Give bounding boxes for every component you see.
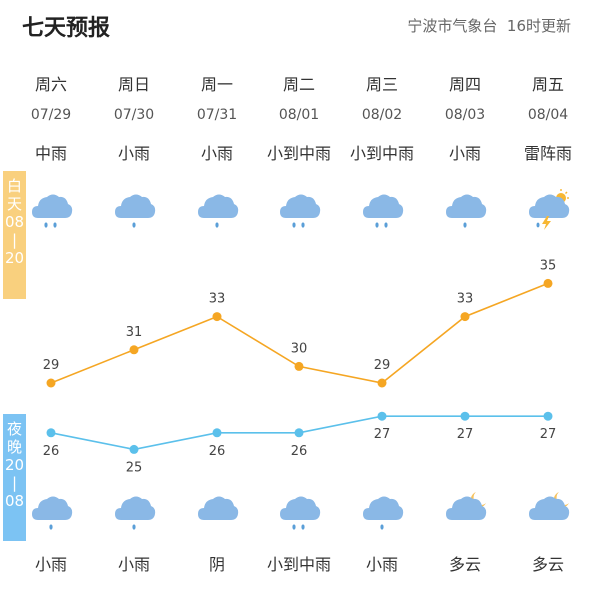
- low-temperature-label: 26: [291, 444, 308, 459]
- date-label: 08/01: [278, 107, 320, 123]
- daytime-label: 白 天 08 | 20: [3, 171, 26, 299]
- weekday-label: 周五: [531, 75, 564, 94]
- night-weather-label: 小到中雨: [266, 555, 331, 574]
- high-temperature-label: 31: [126, 325, 143, 340]
- high-temperature-label: 29: [374, 358, 391, 373]
- high-temperature-point: [212, 312, 222, 322]
- low-temperature-label: 25: [126, 460, 143, 475]
- date-label: 08/03: [444, 107, 486, 123]
- cloudy-night-icon: [525, 490, 571, 532]
- date-label: 07/31: [196, 107, 238, 123]
- night-weather-label: 小雨: [34, 555, 67, 574]
- forecast-title: 七天预报: [22, 16, 111, 41]
- weekday-label: 周四: [448, 75, 481, 94]
- day-weather-label: 中雨: [34, 144, 67, 163]
- nighttime-label: 夜 晚 20 | 08: [3, 414, 26, 541]
- forecast-source: 宁波市气象台 16时更新: [407, 15, 571, 36]
- thunderstorm-icon: [525, 188, 571, 230]
- light-rain-icon: [111, 490, 157, 532]
- night-weather-label: 多云: [531, 555, 564, 574]
- low-temperature-point: [460, 411, 470, 421]
- day-weather-label: 小雨: [448, 144, 481, 163]
- moderate-rain-icon: [276, 490, 322, 532]
- high-temperature-point: [543, 278, 553, 288]
- low-temperature-point: [543, 411, 553, 421]
- temperature-chart: 29 31 33 30 29 33 35 26 25 26 26 27 27 27: [43, 258, 557, 475]
- cloudy-night-icon: [442, 490, 488, 532]
- weekday-label: 周六: [34, 75, 67, 94]
- high-temperature-label: 33: [457, 292, 474, 307]
- light-rain-icon: [111, 188, 157, 230]
- moderate-rain-icon: [276, 188, 322, 230]
- weekday-label: 周日: [117, 75, 150, 94]
- date-label: 07/29: [30, 107, 72, 123]
- day-weather-label: 小到中雨: [266, 144, 331, 163]
- night-weather-label: 多云: [448, 555, 481, 574]
- low-temperature-point: [212, 428, 222, 438]
- high-temperature-point: [46, 378, 56, 388]
- weekday-label: 周二: [282, 75, 315, 94]
- night-weather-label: 小雨: [365, 555, 398, 574]
- high-temperature-point: [460, 312, 470, 322]
- low-temperature-point: [377, 411, 387, 421]
- high-temperature-point: [294, 361, 304, 371]
- light-rain-icon: [359, 490, 405, 532]
- high-temperature-point: [129, 345, 139, 355]
- night-weather-label: 阴: [208, 555, 225, 574]
- date-label: 07/30: [113, 107, 155, 123]
- low-temperature-point: [129, 444, 139, 454]
- high-temperature-point: [377, 378, 387, 388]
- update-time: 16时更新: [506, 17, 571, 35]
- low-temperature-label: 27: [540, 427, 557, 442]
- low-temperature-label: 26: [209, 444, 226, 459]
- low-temperature-label: 27: [374, 427, 391, 442]
- high-temperature-label: 33: [209, 292, 226, 307]
- low-temperature-point: [46, 428, 56, 438]
- high-temperature-label: 30: [291, 341, 308, 356]
- light-rain-icon: [28, 490, 74, 532]
- high-temperature-label: 29: [43, 358, 60, 373]
- moderate-rain-icon: [28, 188, 74, 230]
- date-label: 08/02: [361, 107, 403, 123]
- weekday-label: 周三: [365, 75, 398, 94]
- low-temperature-label: 26: [43, 444, 60, 459]
- day-weather-label: 雷阵雨: [523, 144, 572, 163]
- high-temperature-label: 35: [540, 258, 557, 273]
- low-temperature-label: 27: [457, 427, 474, 442]
- source-name: 宁波市气象台: [407, 17, 498, 35]
- low-temperature-point: [294, 428, 304, 438]
- moderate-rain-icon: [359, 188, 405, 230]
- overcast-icon: [194, 490, 240, 532]
- night-weather-label: 小雨: [117, 555, 150, 574]
- light-rain-icon: [194, 188, 240, 230]
- light-rain-icon: [442, 188, 488, 230]
- date-label: 08/04: [527, 107, 569, 123]
- day-weather-label: 小雨: [200, 144, 233, 163]
- day-weather-label: 小到中雨: [349, 144, 414, 163]
- weekday-label: 周一: [200, 75, 233, 94]
- day-weather-label: 小雨: [117, 144, 150, 163]
